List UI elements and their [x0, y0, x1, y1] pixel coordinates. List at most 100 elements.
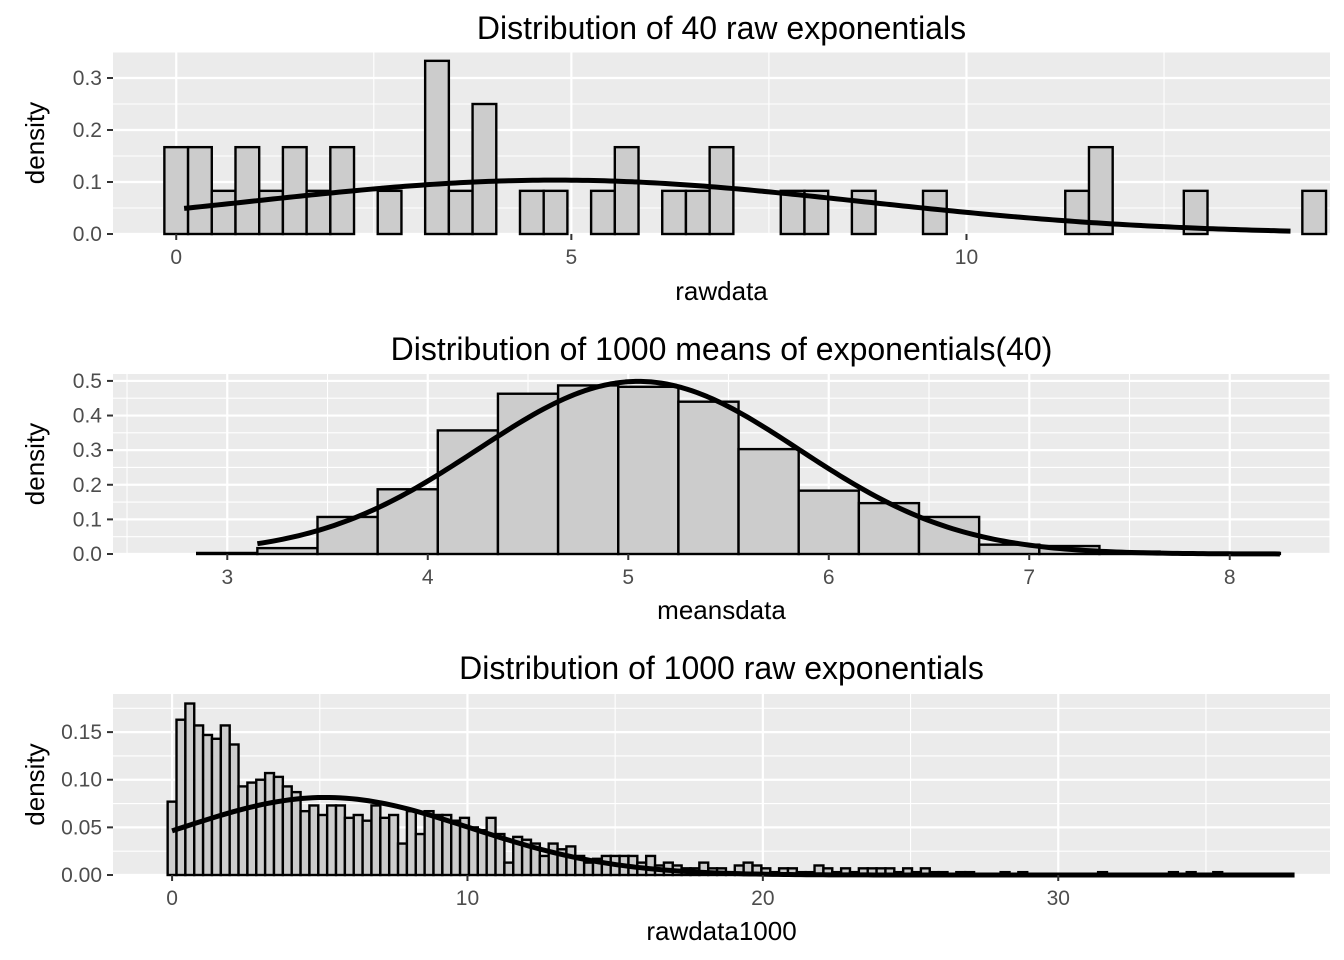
histogram-bar — [255, 778, 267, 877]
y-tick-label: 0.05 — [61, 816, 102, 839]
histogram-bar — [613, 145, 640, 236]
histogram-bar — [290, 790, 302, 877]
histogram-bar — [175, 718, 187, 877]
histogram-bar — [467, 826, 480, 877]
y-tick-label: 0.0 — [73, 543, 102, 566]
x-tick-label: 8 — [1224, 566, 1236, 589]
x-tick-label: 4 — [422, 566, 434, 589]
y-tick-label: 0.2 — [73, 474, 102, 497]
histogram-bar — [234, 145, 261, 236]
histogram-bar — [471, 102, 498, 236]
histogram-bar — [436, 429, 500, 556]
histogram-bar — [589, 189, 617, 236]
histogram-bar — [334, 804, 347, 877]
histogram-bar — [376, 488, 440, 556]
histogram-bar — [193, 724, 205, 877]
x-tick-label: 30 — [1047, 887, 1070, 910]
x-tick-label: 7 — [1023, 566, 1035, 589]
density-curve — [183, 177, 1291, 234]
histogram-bar — [547, 842, 559, 877]
histogram-bar — [617, 385, 680, 556]
y-tick-label: 0.0 — [73, 223, 102, 246]
chart-title: Distribution of 1000 means of exponentia… — [391, 331, 1053, 367]
histogram-bar — [317, 813, 329, 877]
x-axis-label: meansdata — [657, 595, 786, 625]
histogram-bar — [396, 842, 409, 877]
histogram-bar — [582, 861, 595, 877]
histogram-bar — [556, 384, 620, 556]
histogram-bar — [163, 145, 190, 236]
x-tick-label: 5 — [566, 246, 578, 269]
histogram-bar — [644, 854, 657, 877]
y-tick-label: 0.1 — [73, 508, 102, 531]
x-axis-label: rawdata — [675, 276, 768, 306]
histogram-bar — [450, 819, 462, 877]
y-tick-label: 0.3 — [73, 67, 102, 90]
chart-panel-2: 3 4 5 6 7 8 0.0 0.1 0.2 0.3 0.4 0.5 Distribution of … — [20, 331, 1331, 625]
histogram-bar — [272, 775, 285, 877]
histogram-bar — [485, 816, 497, 877]
histogram-bar — [343, 816, 355, 877]
x-tick-label: 6 — [823, 566, 835, 589]
histogram-bar — [565, 845, 577, 877]
histogram-bar — [308, 804, 320, 877]
histogram-bar — [503, 861, 515, 877]
histogram-bar — [405, 809, 417, 877]
histogram-bar — [518, 189, 545, 236]
histogram-bar — [196, 551, 259, 556]
x-tick-label: 3 — [221, 566, 233, 589]
histogram-bar — [423, 59, 451, 236]
histogram-bar — [210, 737, 223, 877]
histogram-bar — [263, 771, 276, 877]
histogram-bar — [256, 546, 319, 556]
x-tick-label: 20 — [751, 887, 774, 910]
x-tick-label: 10 — [955, 246, 978, 269]
histogram-bar — [370, 804, 382, 877]
histogram-bar — [166, 800, 178, 877]
chart-title: Distribution of 40 raw exponentials — [477, 10, 966, 46]
histogram-bar — [299, 809, 311, 877]
chart-title: Distribution of 1000 raw exponentials — [459, 650, 984, 686]
y-tick-label: 0.00 — [61, 864, 102, 887]
histogram-bar — [737, 447, 800, 556]
histogram-bar — [494, 832, 506, 877]
x-tick-label: 0 — [166, 887, 178, 910]
y-axis-label: density — [20, 102, 50, 184]
density-curve — [171, 794, 1295, 878]
histogram-bar — [661, 189, 688, 236]
histogram-bar — [1182, 189, 1209, 236]
histogram-bar — [201, 733, 214, 877]
y-tick-label: 0.10 — [61, 769, 102, 792]
y-axis-label: density — [20, 743, 50, 825]
histogram-bar — [476, 829, 488, 877]
histogram-bar — [186, 145, 213, 236]
y-tick-label: 0.4 — [73, 405, 103, 428]
histogram-bar — [684, 189, 711, 236]
chart-panel-1: 0 5 10 0.0 0.1 0.2 0.3 Distribution of 40 raw e… — [20, 10, 1330, 306]
histogram-bar — [542, 189, 569, 236]
y-axis-label: density — [20, 423, 50, 505]
histogram-bar — [1301, 189, 1328, 236]
histogram-bar — [379, 816, 391, 877]
y-tick-label: 0.15 — [61, 721, 102, 744]
x-axis-label: rawdata1000 — [646, 916, 796, 946]
y-tick-label: 0.1 — [73, 171, 102, 194]
histogram-bar — [850, 189, 877, 236]
histogram-bar — [281, 145, 308, 236]
histogram-bar — [325, 804, 338, 877]
y-tick-label: 0.2 — [73, 119, 102, 142]
histogram-bar — [246, 781, 258, 877]
density-curve — [256, 378, 1280, 557]
histogram-bar — [1087, 145, 1114, 236]
histogram-bar — [387, 813, 400, 877]
y-tick-label: 0.5 — [73, 370, 102, 393]
histogram-bar — [432, 813, 444, 877]
histogram-bar — [797, 489, 861, 556]
histogram-bar — [237, 785, 249, 877]
histogram-bar — [441, 813, 453, 877]
histogram-bar — [376, 189, 403, 236]
histogram-bar — [219, 724, 231, 877]
histogram-bar — [538, 854, 550, 877]
y-tick-label: 0.3 — [73, 439, 102, 462]
